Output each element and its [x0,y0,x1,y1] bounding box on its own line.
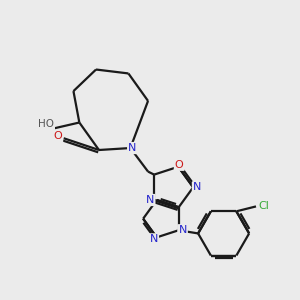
Text: O: O [53,131,62,141]
Text: HO: HO [38,119,54,130]
Text: N: N [128,143,136,153]
Text: O: O [175,160,184,170]
Text: Cl: Cl [258,201,269,212]
Text: N: N [193,182,201,192]
Text: N: N [146,195,154,205]
Text: N: N [150,234,158,244]
Text: N: N [178,225,187,235]
